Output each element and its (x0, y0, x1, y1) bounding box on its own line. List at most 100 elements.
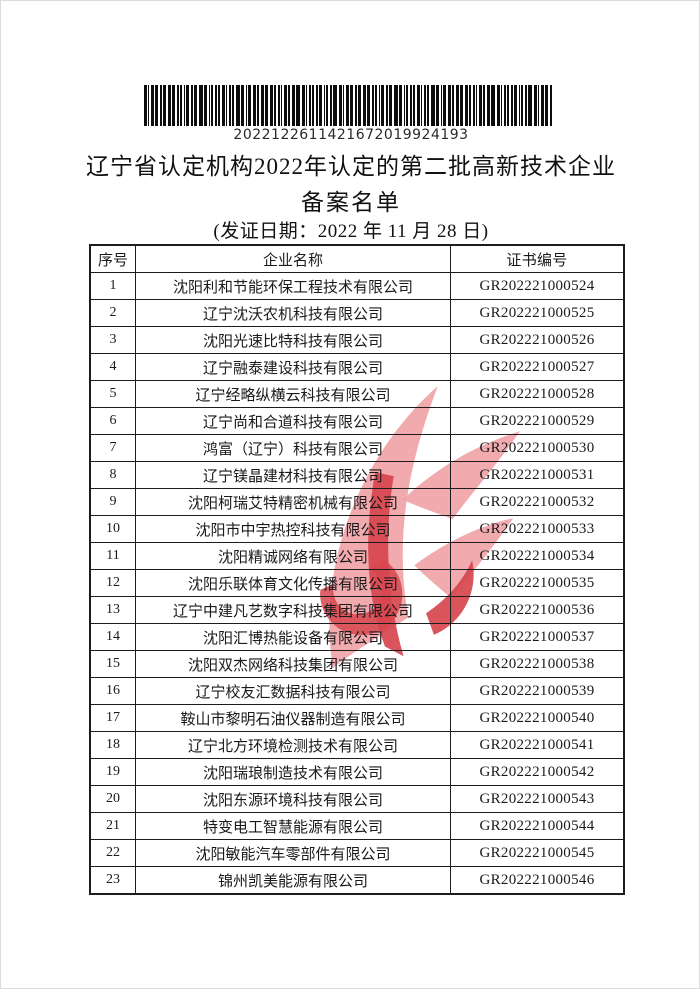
cell-serial-number: 17 (89, 704, 136, 732)
table-header: 序号 企业名称 证书编号 (89, 244, 625, 273)
cell-serial-number: 10 (89, 515, 136, 543)
table-row: 22 沈阳敏能汽车零部件有限公司 GR202221000545 (89, 839, 625, 867)
table-row: 11 沈阳精诚网络有限公司 GR202221000534 (89, 542, 625, 570)
table-body: 1 沈阳利和节能环保工程技术有限公司 GR202221000524 2 辽宁沈沃… (89, 272, 625, 895)
cell-enterprise-name: 特变电工智慧能源有限公司 (135, 812, 451, 840)
table-row: 16 辽宁校友汇数据科技有限公司 GR202221000539 (89, 677, 625, 705)
cell-enterprise-name: 辽宁北方环境检测技术有限公司 (135, 731, 451, 759)
cell-certificate-number: GR202221000541 (450, 731, 625, 759)
cell-serial-number: 3 (89, 326, 136, 354)
cell-certificate-number: GR202221000543 (450, 785, 625, 813)
barcode-number: 2022122611421672019924193 (233, 127, 469, 143)
table-row: 23 锦州凯美能源有限公司 GR202221000546 (89, 866, 625, 895)
cell-certificate-number: GR202221000524 (450, 272, 625, 300)
cell-serial-number: 16 (89, 677, 136, 705)
table-row: 1 沈阳利和节能环保工程技术有限公司 GR202221000524 (89, 272, 625, 300)
cell-certificate-number: GR202221000526 (450, 326, 625, 354)
table-row: 20 沈阳东源环境科技有限公司 GR202221000543 (89, 785, 625, 813)
issue-date-line: (发证日期：2022 年 11 月 28 日) (213, 221, 489, 242)
cell-certificate-number: GR202221000540 (450, 704, 625, 732)
cell-serial-number: 12 (89, 569, 136, 597)
cell-serial-number: 8 (89, 461, 136, 489)
table-row: 8 辽宁镁晶建材科技有限公司 GR202221000531 (89, 461, 625, 489)
cell-serial-number: 22 (89, 839, 136, 867)
table-row: 9 沈阳柯瑞艾特精密机械有限公司 GR202221000532 (89, 488, 625, 516)
cell-serial-number: 13 (89, 596, 136, 624)
cell-serial-number: 7 (89, 434, 136, 462)
cell-serial-number: 19 (89, 758, 136, 786)
cell-certificate-number: GR202221000536 (450, 596, 625, 624)
cell-enterprise-name: 辽宁中建凡艺数字科技集团有限公司 (135, 596, 451, 624)
cell-enterprise-name: 沈阳瑞琅制造技术有限公司 (135, 758, 451, 786)
header-certificate-number: 证书编号 (450, 244, 625, 273)
enterprise-list-table: 序号 企业名称 证书编号 1 沈阳利和节能环保工程技术有限公司 GR202221… (89, 244, 625, 895)
table-row: 18 辽宁北方环境检测技术有限公司 GR202221000541 (89, 731, 625, 759)
cell-enterprise-name: 沈阳汇博热能设备有限公司 (135, 623, 451, 651)
table-row: 10 沈阳市中宇热控科技有限公司 GR202221000533 (89, 515, 625, 543)
cell-certificate-number: GR202221000525 (450, 299, 625, 327)
cell-enterprise-name: 沈阳乐联体育文化传播有限公司 (135, 569, 451, 597)
cell-certificate-number: GR202221000544 (450, 812, 625, 840)
cell-certificate-number: GR202221000545 (450, 839, 625, 867)
cell-enterprise-name: 沈阳柯瑞艾特精密机械有限公司 (135, 488, 451, 516)
document-title-line1: 辽宁省认定机构2022年认定的第二批高新技术企业 (86, 154, 616, 179)
document-title-line2: 备案名单 (301, 190, 401, 215)
cell-serial-number: 9 (89, 488, 136, 516)
table-row: 2 辽宁沈沃农机科技有限公司 GR202221000525 (89, 299, 625, 327)
cell-enterprise-name: 辽宁镁晶建材科技有限公司 (135, 461, 451, 489)
cell-serial-number: 6 (89, 407, 136, 435)
cell-certificate-number: GR202221000532 (450, 488, 625, 516)
cell-serial-number: 1 (89, 272, 136, 300)
cell-certificate-number: GR202221000539 (450, 677, 625, 705)
table-row: 3 沈阳光速比特科技有限公司 GR202221000526 (89, 326, 625, 354)
cell-serial-number: 21 (89, 812, 136, 840)
cell-certificate-number: GR202221000531 (450, 461, 625, 489)
cell-certificate-number: GR202221000537 (450, 623, 625, 651)
cell-serial-number: 11 (89, 542, 136, 570)
cell-certificate-number: GR202221000528 (450, 380, 625, 408)
cell-enterprise-name: 辽宁沈沃农机科技有限公司 (135, 299, 451, 327)
header-enterprise-name: 企业名称 (135, 244, 451, 273)
cell-enterprise-name: 辽宁校友汇数据科技有限公司 (135, 677, 451, 705)
cell-enterprise-name: 沈阳市中宇热控科技有限公司 (135, 515, 451, 543)
cell-enterprise-name: 辽宁尚和合道科技有限公司 (135, 407, 451, 435)
cell-certificate-number: GR202221000533 (450, 515, 625, 543)
table-header-row: 序号 企业名称 证书编号 (89, 244, 625, 273)
table-row: 4 辽宁融泰建设科技有限公司 GR202221000527 (89, 353, 625, 381)
table-row: 7 鸿富（辽宁）科技有限公司 GR202221000530 (89, 434, 625, 462)
table-row: 19 沈阳瑞琅制造技术有限公司 GR202221000542 (89, 758, 625, 786)
table-row: 6 辽宁尚和合道科技有限公司 GR202221000529 (89, 407, 625, 435)
cell-enterprise-name: 辽宁经略纵横云科技有限公司 (135, 380, 451, 408)
cell-serial-number: 2 (89, 299, 136, 327)
cell-enterprise-name: 沈阳双杰网络科技集团有限公司 (135, 650, 451, 678)
cell-serial-number: 20 (89, 785, 136, 813)
table-row: 17 鞍山市黎明石油仪器制造有限公司 GR202221000540 (89, 704, 625, 732)
cell-serial-number: 14 (89, 623, 136, 651)
table-row: 14 沈阳汇博热能设备有限公司 GR202221000537 (89, 623, 625, 651)
cell-serial-number: 18 (89, 731, 136, 759)
cell-certificate-number: GR202221000529 (450, 407, 625, 435)
cell-certificate-number: GR202221000542 (450, 758, 625, 786)
barcode-image (144, 85, 558, 126)
cell-certificate-number: GR202221000538 (450, 650, 625, 678)
cell-certificate-number: GR202221000535 (450, 569, 625, 597)
table-row: 21 特变电工智慧能源有限公司 GR202221000544 (89, 812, 625, 840)
table-row: 15 沈阳双杰网络科技集团有限公司 GR202221000538 (89, 650, 625, 678)
cell-certificate-number: GR202221000527 (450, 353, 625, 381)
cell-enterprise-name: 沈阳敏能汽车零部件有限公司 (135, 839, 451, 867)
cell-serial-number: 4 (89, 353, 136, 381)
cell-enterprise-name: 沈阳东源环境科技有限公司 (135, 785, 451, 813)
cell-enterprise-name: 鸿富（辽宁）科技有限公司 (135, 434, 451, 462)
cell-enterprise-name: 沈阳利和节能环保工程技术有限公司 (135, 272, 451, 300)
cell-enterprise-name: 沈阳光速比特科技有限公司 (135, 326, 451, 354)
cell-certificate-number: GR202221000530 (450, 434, 625, 462)
cell-certificate-number: GR202221000534 (450, 542, 625, 570)
table-row: 12 沈阳乐联体育文化传播有限公司 GR202221000535 (89, 569, 625, 597)
cell-enterprise-name: 鞍山市黎明石油仪器制造有限公司 (135, 704, 451, 732)
cell-serial-number: 5 (89, 380, 136, 408)
cell-serial-number: 23 (89, 866, 136, 895)
cell-serial-number: 15 (89, 650, 136, 678)
table-row: 5 辽宁经略纵横云科技有限公司 GR202221000528 (89, 380, 625, 408)
header-serial-number: 序号 (89, 244, 136, 273)
